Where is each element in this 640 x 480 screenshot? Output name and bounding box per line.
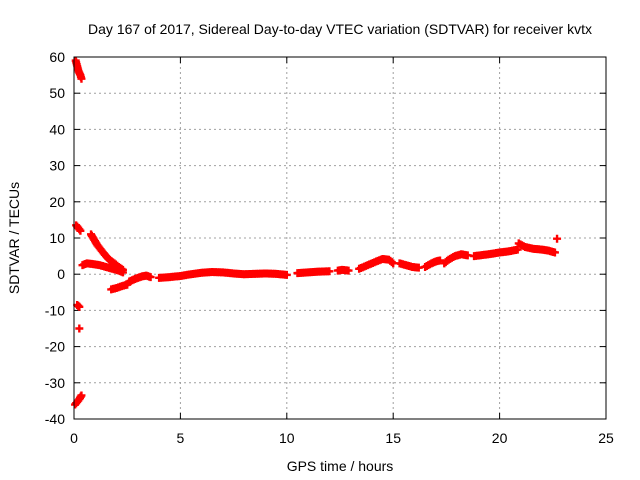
data-segment — [440, 250, 472, 268]
y-tick-label: 50 — [49, 85, 65, 101]
data-segment — [107, 280, 132, 294]
y-tick-label: 40 — [49, 121, 65, 137]
data-segment — [395, 259, 423, 272]
data-point — [77, 391, 86, 400]
data-point — [387, 258, 396, 267]
data-segment — [155, 268, 291, 282]
y-tick-label: -30 — [45, 375, 65, 391]
chart-title: Day 167 of 2017, Sidereal Day-to-day VTE… — [88, 21, 592, 37]
x-tick-label: 5 — [177, 430, 185, 446]
data-segment — [293, 267, 334, 278]
y-tick-label: -40 — [45, 411, 65, 427]
x-tick-label: 20 — [492, 430, 508, 446]
x-tick-label: 0 — [70, 430, 78, 446]
data-point — [325, 267, 334, 276]
data-segment — [514, 239, 559, 257]
data-point — [75, 302, 84, 311]
y-tick-label: -20 — [45, 339, 65, 355]
data-segment — [75, 324, 84, 333]
x-tick-label: 15 — [385, 430, 401, 446]
data-segment — [470, 245, 522, 261]
data-segment — [72, 221, 85, 235]
data-points — [71, 56, 562, 409]
data-point — [344, 266, 353, 275]
data-segment — [125, 271, 155, 286]
data-segment — [71, 56, 86, 83]
data-segment — [421, 256, 445, 271]
y-tick-label: 60 — [49, 49, 65, 65]
y-tick-label: 10 — [49, 230, 65, 246]
data-point — [77, 74, 86, 83]
y-tick-label: -10 — [45, 302, 65, 318]
y-tick-label: 30 — [49, 158, 65, 174]
data-point — [436, 256, 445, 265]
data-segment — [553, 234, 562, 243]
data-segment — [355, 254, 398, 273]
y-tick-label: 0 — [57, 266, 65, 282]
x-tick-label: 25 — [598, 430, 614, 446]
data-point — [118, 265, 127, 274]
x-tick-label: 10 — [279, 430, 295, 446]
y-axis-label: SDTVAR / TECUs — [6, 182, 22, 294]
plot-frame — [73, 56, 607, 420]
data-segment — [73, 300, 84, 311]
data-point — [550, 248, 559, 257]
data-segment — [87, 230, 127, 274]
data-point — [282, 270, 291, 279]
data-point — [75, 324, 84, 333]
data-point — [146, 273, 155, 282]
grid — [74, 57, 606, 419]
data-point — [76, 226, 85, 235]
y-tick-label: 20 — [49, 194, 65, 210]
data-segment — [333, 265, 353, 275]
data-point — [553, 234, 562, 243]
x-axis-label: GPS time / hours — [287, 458, 394, 474]
data-segment — [71, 391, 86, 409]
